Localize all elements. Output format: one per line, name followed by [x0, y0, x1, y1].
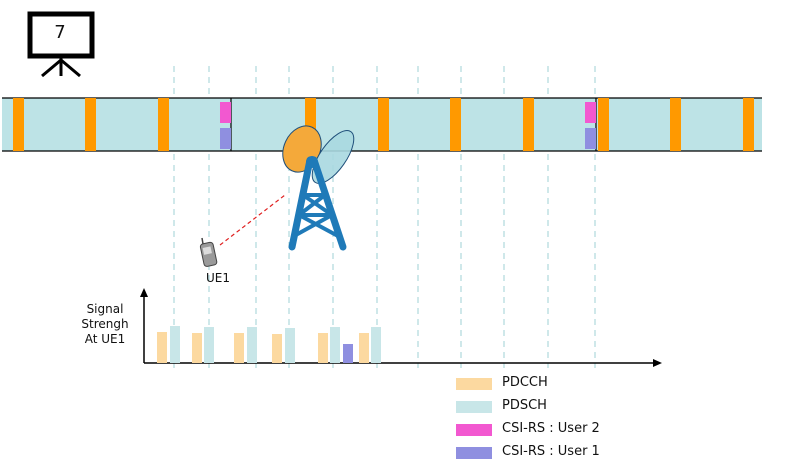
signal-bar: [371, 327, 381, 363]
pdcch-block: [85, 98, 96, 151]
beam-blue: [311, 130, 355, 184]
legend: PDCCH PDSCH CSI-RS : User 2 CSI-RS : Use…: [456, 374, 676, 466]
cell-tower-icon: [288, 156, 347, 251]
legend-swatch: [456, 447, 492, 459]
ylabel-line: Signal: [86, 302, 124, 316]
slide-number: 7: [54, 22, 66, 43]
legend-item-csi-user1: CSI-RS : User 1: [456, 443, 676, 466]
signal-axes: [140, 288, 662, 367]
csi-rs-user1-block: [220, 128, 231, 149]
pdcch-block: [378, 98, 389, 151]
signal-bar: [272, 334, 282, 363]
signal-bar: [343, 344, 353, 363]
pdcch-block: [305, 98, 316, 151]
signal-bar: [192, 333, 202, 363]
resource-grid-band: [2, 97, 762, 152]
signal-bar: [359, 333, 369, 363]
signal-bar: [157, 332, 167, 363]
pdcch-block: [450, 98, 461, 151]
presentation-board-icon: [27, 11, 95, 78]
signal-bar: [285, 328, 295, 363]
ylabel-line: Strengh: [81, 317, 129, 331]
signal-bar: [330, 327, 340, 363]
legend-label: PDSCH: [502, 398, 547, 413]
legend-label: CSI-RS : User 1: [502, 444, 600, 459]
csi-rs-user2-block: [585, 102, 596, 123]
pdcch-block: [670, 98, 681, 151]
pdcch-block: [598, 98, 609, 151]
legend-label: CSI-RS : User 2: [502, 421, 600, 436]
legend-item-csi-user2: CSI-RS : User 2: [456, 420, 676, 443]
legend-swatch: [456, 378, 492, 390]
signal-bar: [318, 333, 328, 363]
pdcch-block: [158, 98, 169, 151]
signal-bar: [204, 327, 214, 363]
signal-bar: [247, 327, 257, 363]
pdcch-block: [743, 98, 754, 151]
legend-label: PDCCH: [502, 375, 548, 390]
signal-bars: [157, 326, 381, 363]
legend-swatch: [456, 401, 492, 413]
csi-rs-user2-block: [220, 102, 231, 123]
ue-link-line: [219, 194, 286, 246]
mobile-phone-icon: [199, 237, 218, 267]
signal-bar: [234, 333, 244, 363]
legend-swatch: [456, 424, 492, 436]
ue-label: UE1: [206, 271, 230, 285]
legend-item-pdsch: PDSCH: [456, 397, 676, 420]
pdcch-block: [13, 98, 24, 151]
legend-item-pdcch: PDCCH: [456, 374, 676, 397]
signal-bar: [170, 326, 180, 363]
ylabel-line: At UE1: [84, 332, 126, 346]
csi-rs-user1-block: [585, 128, 596, 149]
pdcch-block: [523, 98, 534, 151]
signal-ylabel: Signal Strengh At UE1: [70, 302, 140, 347]
